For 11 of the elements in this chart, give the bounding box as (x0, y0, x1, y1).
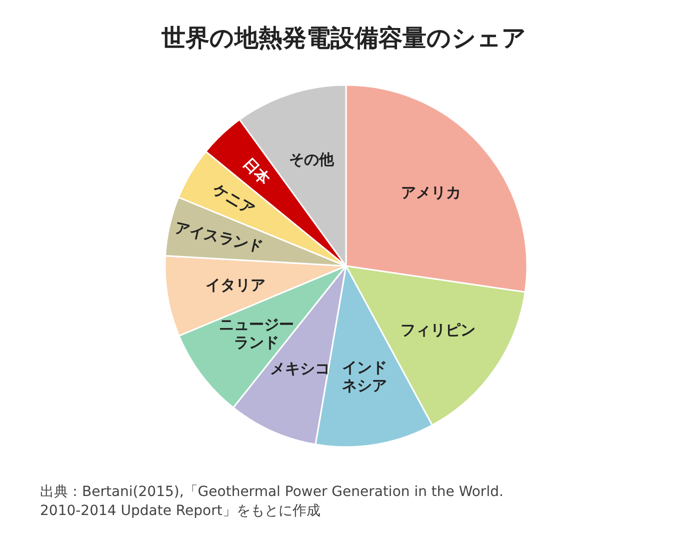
slice-label: 日本 (240, 154, 274, 190)
slice-label: アイスランド (173, 218, 265, 256)
slice-label: フィリピン (400, 321, 476, 340)
slice-label: その他 (288, 150, 335, 168)
slice-label: ニュージーランド (218, 316, 294, 352)
slice-label: インドネシア (342, 358, 387, 395)
slice-label: メキシコ (270, 359, 330, 378)
chart-title: 世界の地熱発電設備容量のシェア (160, 24, 526, 52)
slice-label: アメリカ (400, 184, 461, 202)
slice-label: イタリア (205, 276, 266, 294)
source-note: 出典：Bertani(2015),「Geothermal Power Generation in the World. 2010-2014 Update Report」をもとに作成 (40, 484, 504, 519)
